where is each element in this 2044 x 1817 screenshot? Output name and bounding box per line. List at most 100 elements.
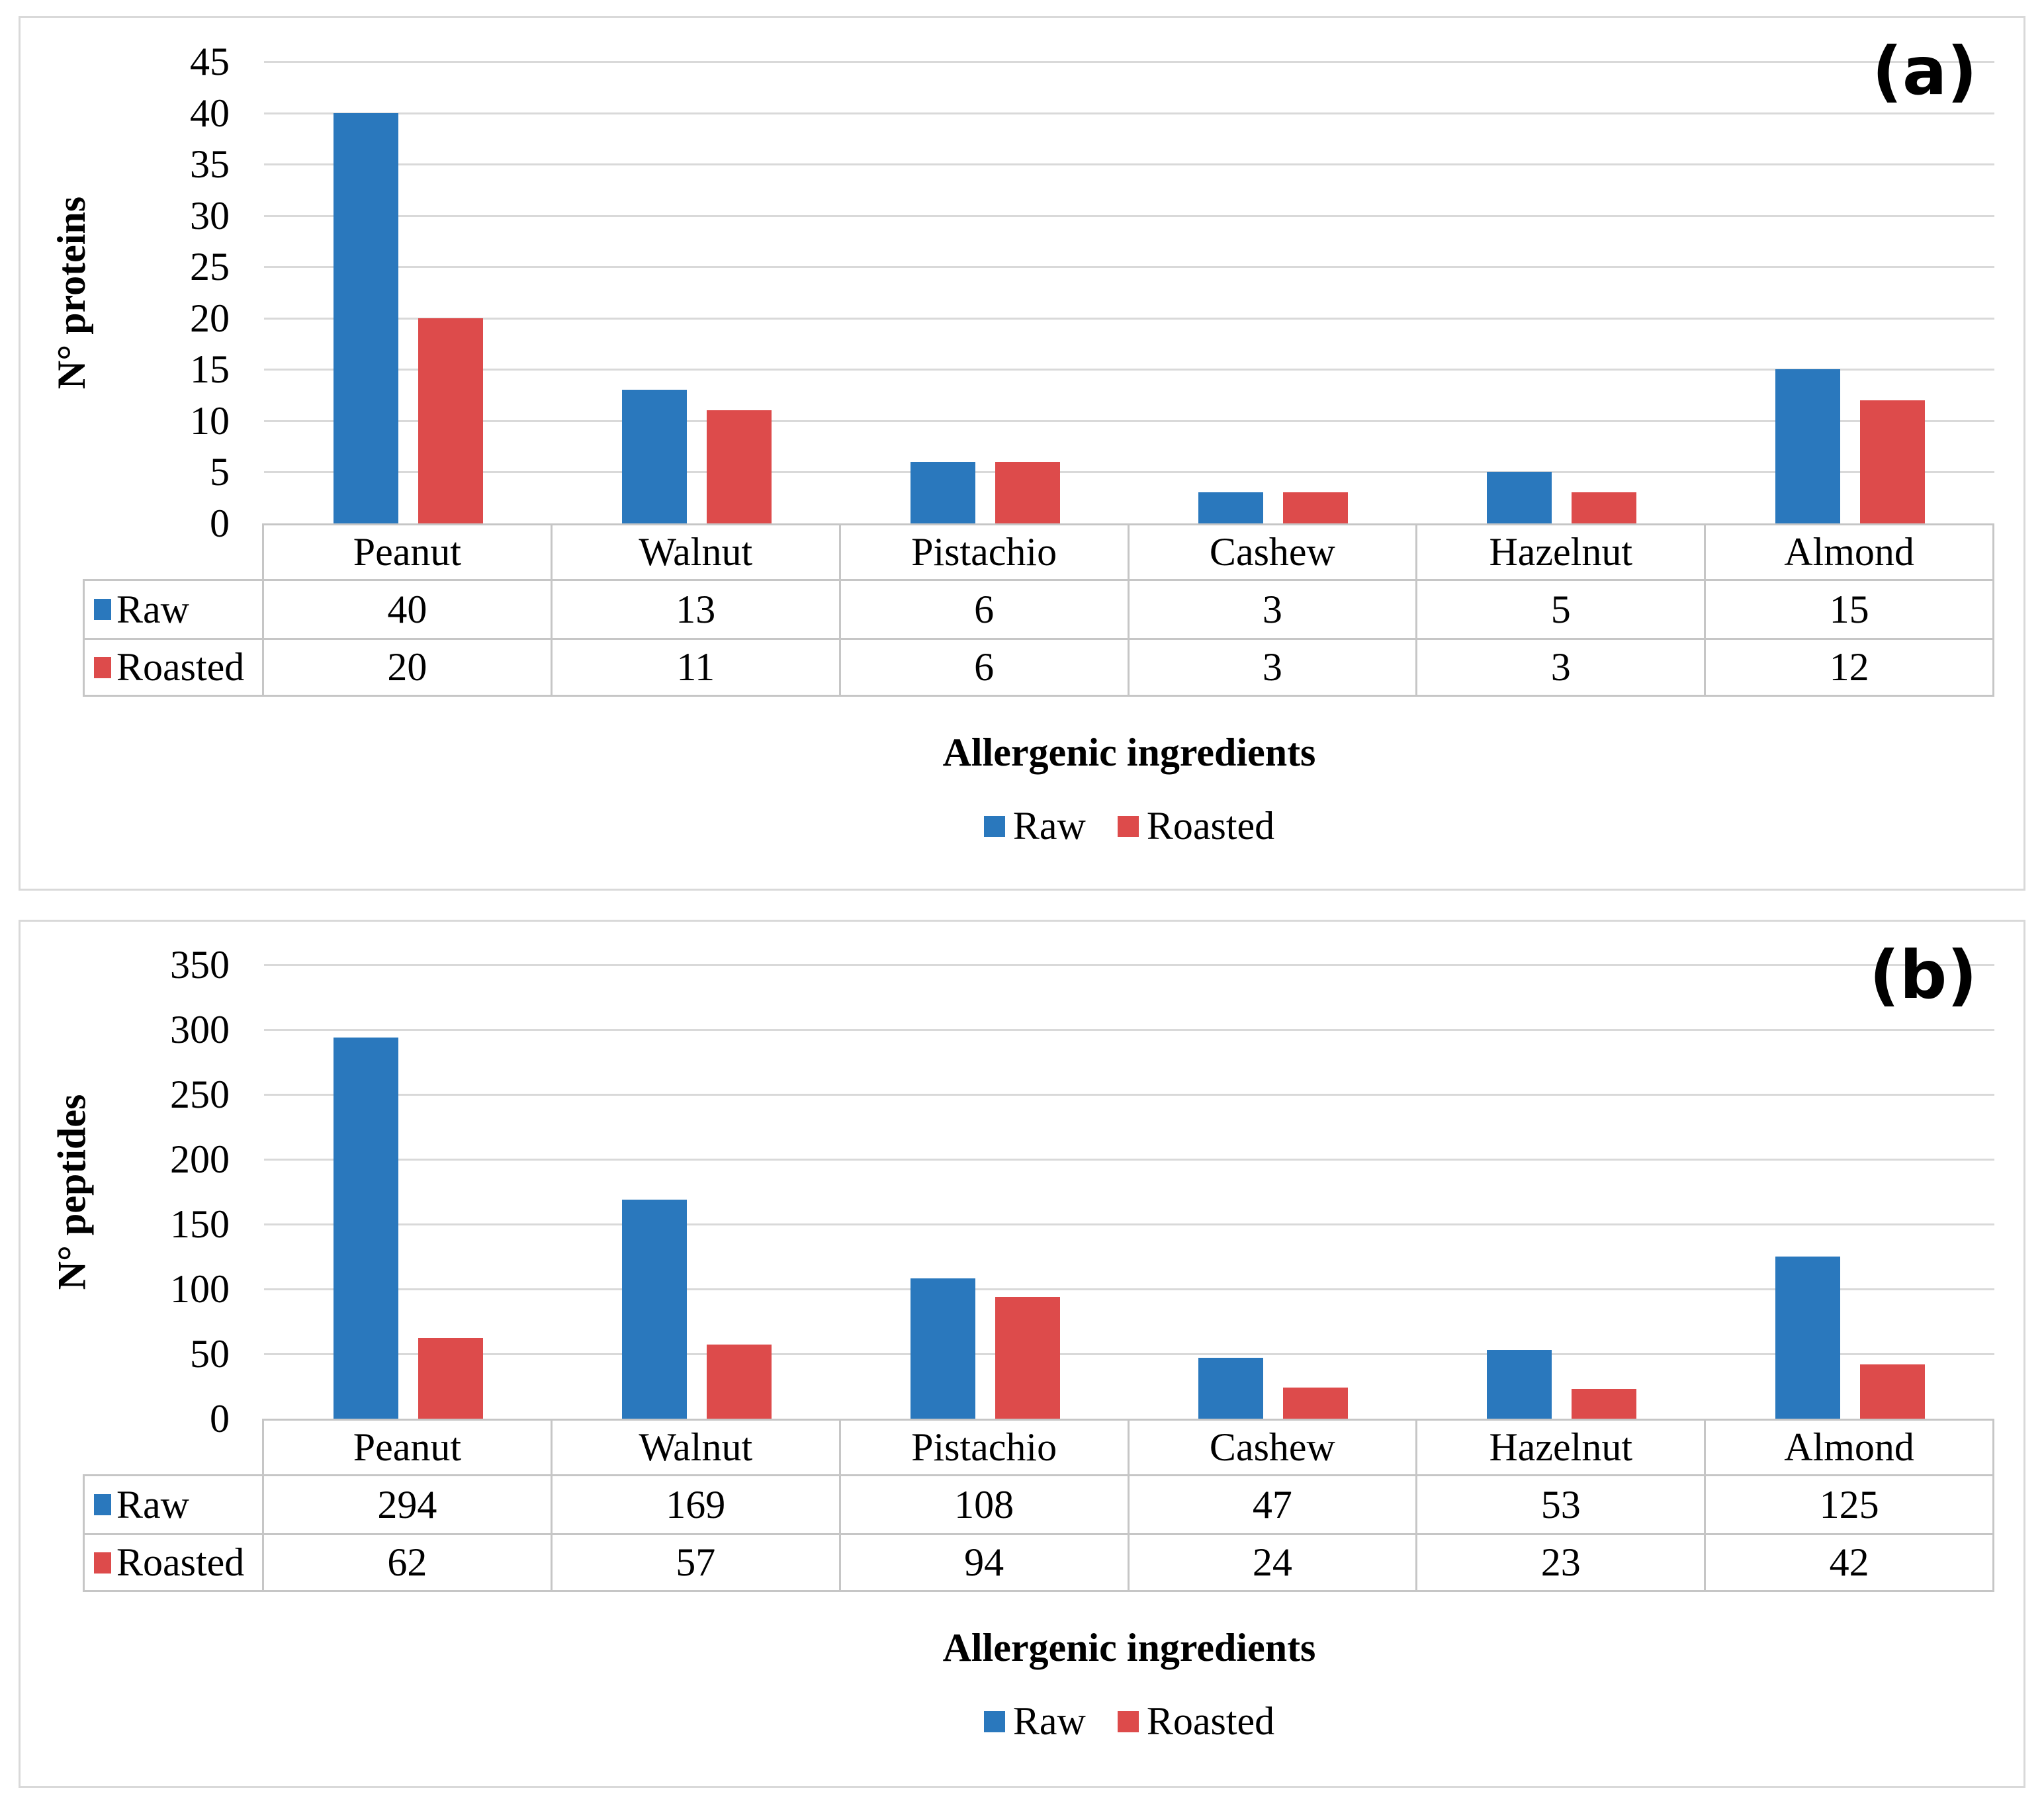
bar-groups	[264, 965, 1994, 1419]
category-label-peanut: Peanut	[264, 523, 553, 579]
y-tick-label: 35	[190, 142, 230, 187]
y-tick-label: 0	[210, 1397, 230, 1440]
table-value-cell: 57	[552, 1533, 841, 1592]
bar-group-pistachio	[841, 965, 1130, 1419]
table-value-cell: 3	[1417, 638, 1707, 697]
table-row-label-raw: Raw	[83, 1474, 264, 1533]
legend-item-roasted: Roasted	[1117, 1699, 1274, 1744]
table-value-cell: 23	[1417, 1533, 1707, 1592]
bar-group-walnut	[553, 62, 841, 523]
category-label-almond: Almond	[1706, 1419, 1994, 1474]
bar-group-almond	[1706, 62, 1994, 523]
gridline	[264, 214, 1994, 217]
bar-raw-almond	[1775, 369, 1841, 523]
table-value-cell: 24	[1129, 1533, 1418, 1592]
y-tick-label: 300	[170, 1008, 230, 1051]
y-tick-label: 45	[190, 40, 230, 83]
bar-raw-pistachio	[910, 461, 975, 523]
table-value-cell: 11	[552, 638, 841, 697]
table-row-label-roasted: Roasted	[83, 638, 264, 697]
gridline	[264, 163, 1994, 166]
bar-raw-pistachio	[910, 1278, 975, 1419]
category-label-hazelnut: Hazelnut	[1417, 1419, 1707, 1474]
legend-label-raw: Raw	[1012, 1699, 1086, 1743]
category-label-cashew: Cashew	[1129, 1419, 1418, 1474]
gridline	[264, 1159, 1994, 1161]
bar-group-almond	[1706, 965, 1994, 1419]
legend-item-roasted: Roasted	[1117, 803, 1274, 849]
y-tick-label: 15	[190, 347, 230, 392]
table-value-cell: 294	[264, 1474, 553, 1533]
table-corner-cell	[21, 1419, 264, 1474]
table-value-cell: 15	[1706, 579, 1994, 638]
gridline	[264, 471, 1994, 474]
table-value-cell: 169	[552, 1474, 841, 1533]
table-value-cell: 42	[1706, 1533, 1994, 1592]
bar-group-peanut	[264, 62, 553, 523]
plot-area	[264, 61, 1994, 523]
legend-swatch-roasted	[1117, 815, 1139, 837]
category-label-cashew: Cashew	[1129, 523, 1418, 579]
bar-raw-walnut	[621, 1199, 687, 1419]
y-tick-label: 40	[190, 91, 230, 135]
bar-roasted-pistachio	[995, 1296, 1060, 1419]
panel-a-label: (a)	[1872, 32, 1977, 110]
bar-raw-hazelnut	[1487, 472, 1552, 523]
y-axis-title: N° peptides	[50, 1094, 94, 1290]
table-value-cell: 40	[264, 579, 553, 638]
chart-grid-b: N° peptides 350 300 250 200 150 100 50 0 Peanut Wa…	[21, 922, 2023, 1744]
y-tick-label: 0	[210, 502, 230, 545]
bar-raw-cashew	[1198, 1357, 1264, 1419]
legend-swatch-roasted	[1117, 1710, 1139, 1732]
gridline	[264, 112, 1994, 114]
gridline	[264, 266, 1994, 269]
table-value-cell: 125	[1706, 1474, 1994, 1533]
table-value-cell: 62	[264, 1533, 553, 1592]
bar-raw-cashew	[1198, 492, 1264, 523]
bar-group-cashew	[1129, 62, 1417, 523]
table-row-label-roasted: Roasted	[83, 1533, 264, 1592]
panel-b-label: (b)	[1869, 936, 1977, 1014]
gridline	[264, 317, 1994, 320]
y-axis-area: N° proteins 45 40 35 30 25 20 15 10 5 0	[21, 18, 264, 545]
bar-roasted-walnut	[706, 1345, 772, 1419]
legend-key-swatch-raw	[94, 599, 111, 620]
bar-group-cashew	[1129, 965, 1417, 1419]
chart-legend: Raw Roasted	[264, 1699, 1994, 1744]
legend-item-raw: Raw	[983, 803, 1086, 849]
gridline	[264, 1029, 1994, 1031]
legend-swatch-raw	[983, 1710, 1005, 1732]
category-label-almond: Almond	[1706, 523, 1994, 579]
chart-panel-a: (a) N° proteins 45 40 35 30 25 20 15 10 5 0 Peanut W…	[19, 16, 2025, 891]
gridline	[264, 61, 1994, 63]
bar-roasted-cashew	[1283, 492, 1349, 523]
chart-grid-a: N° proteins 45 40 35 30 25 20 15 10 5 0 Peanut Walnu…	[21, 18, 2023, 849]
table-corner-cell	[21, 523, 264, 579]
bar-roasted-hazelnut	[1572, 1388, 1637, 1419]
gridline	[264, 964, 1994, 966]
bar-roasted-almond	[1860, 1364, 1926, 1419]
table-value-cell: 53	[1417, 1474, 1707, 1533]
category-label-pistachio: Pistachio	[840, 1419, 1130, 1474]
y-tick-label: 200	[170, 1137, 230, 1181]
gridline	[264, 1353, 1994, 1355]
bar-roasted-walnut	[706, 410, 772, 523]
bar-group-pistachio	[841, 62, 1130, 523]
x-axis-title: Allergenic ingredients	[942, 1626, 1316, 1669]
table-row-label-raw: Raw	[83, 579, 264, 638]
bar-roasted-hazelnut	[1572, 492, 1637, 523]
category-label-hazelnut: Hazelnut	[1417, 523, 1707, 579]
table-row-label-text: Raw	[116, 1482, 189, 1527]
table-value-cell: 12	[1706, 638, 1994, 697]
y-tick-label: 30	[190, 193, 230, 238]
y-tick-label: 10	[190, 398, 230, 443]
chart-legend: Raw Roasted	[264, 803, 1994, 849]
legend-key-swatch-roasted	[94, 1552, 111, 1573]
chart-panel-b: (b) N° peptides 350 300 250 200 150 100 50 0 Pean…	[19, 920, 2025, 1788]
gridline	[264, 1223, 1994, 1225]
bar-group-hazelnut	[1417, 62, 1706, 523]
bar-raw-almond	[1775, 1257, 1841, 1419]
bar-groups	[264, 62, 1994, 523]
y-axis-area: N° peptides 350 300 250 200 150 100 50 0	[21, 922, 264, 1440]
bar-roasted-pistachio	[995, 461, 1060, 523]
